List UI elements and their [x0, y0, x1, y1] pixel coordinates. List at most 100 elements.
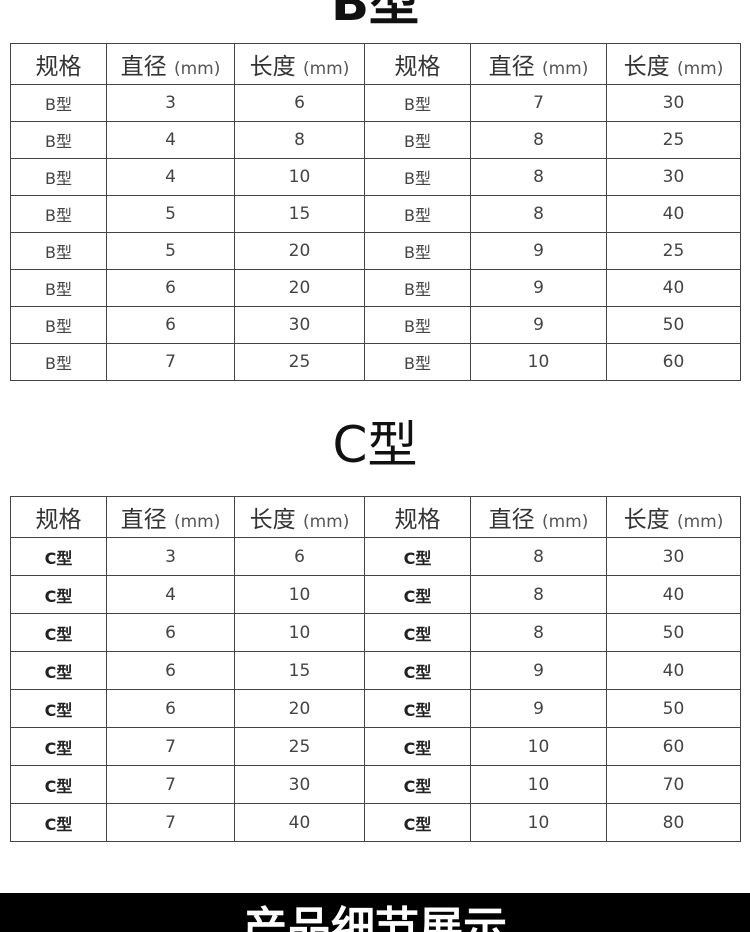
length-cell: 15: [234, 651, 365, 690]
table-row: C型 6 20 C型 9 50: [10, 689, 741, 728]
diameter-cell: 6: [106, 306, 235, 344]
spec-cell: C型: [10, 651, 107, 690]
length-cell: 50: [606, 613, 741, 652]
length-cell: 40: [606, 269, 741, 307]
spec-cell: B型: [364, 232, 471, 270]
diameter-cell: 8: [470, 195, 607, 233]
diameter-cell: 9: [470, 689, 607, 728]
c-type-title: C型: [332, 416, 418, 474]
diameter-cell: 6: [106, 269, 235, 307]
length-cell: 25: [606, 121, 741, 159]
column-header: 长度 (mm): [606, 43, 741, 85]
diameter-cell: 8: [470, 158, 607, 196]
header-unit: (mm): [676, 59, 724, 79]
diameter-cell: 3: [106, 537, 235, 576]
spec-cell: C型: [10, 689, 107, 728]
diameter-cell: 7: [106, 343, 235, 381]
spec-cell: B型: [364, 158, 471, 196]
length-cell: 40: [234, 803, 365, 842]
length-cell: 20: [234, 689, 365, 728]
length-cell: 10: [234, 575, 365, 614]
header-unit: (mm): [541, 59, 589, 79]
length-cell: 70: [606, 765, 741, 804]
diameter-cell: 7: [470, 84, 607, 122]
column-header: 规格: [10, 496, 107, 538]
column-header: 长度 (mm): [606, 496, 741, 538]
length-cell: 25: [606, 232, 741, 270]
diameter-cell: 4: [106, 575, 235, 614]
diameter-cell: 6: [106, 651, 235, 690]
diameter-cell: 6: [106, 689, 235, 728]
spec-cell: B型: [10, 84, 107, 122]
diameter-cell: 3: [106, 84, 235, 122]
table-row: C型 4 10 C型 8 40: [10, 575, 741, 614]
diameter-cell: 10: [470, 765, 607, 804]
length-cell: 40: [606, 651, 741, 690]
table-row: C型 6 10 C型 8 50: [10, 613, 741, 652]
length-cell: 8: [234, 121, 365, 159]
spec-cell: B型: [364, 269, 471, 307]
length-cell: 40: [606, 195, 741, 233]
length-cell: 10: [234, 613, 365, 652]
length-cell: 30: [606, 84, 741, 122]
length-cell: 60: [606, 727, 741, 766]
header-label: 规格: [394, 54, 441, 80]
spec-cell: C型: [364, 765, 471, 804]
diameter-cell: 9: [470, 232, 607, 270]
header-label: 直径: [120, 54, 167, 80]
c-type-spec-table: 规格 直径 (mm) 长度 (mm) 规格 直径 (mm) 长度 (mm) C型 3 6 C型 8 3…: [10, 496, 741, 842]
diameter-cell: 4: [106, 121, 235, 159]
spec-cell: C型: [364, 803, 471, 842]
column-header: 长度 (mm): [234, 496, 365, 538]
table-row: B型 6 20 B型 9 40: [10, 269, 741, 307]
length-cell: 30: [606, 537, 741, 576]
length-cell: 30: [234, 765, 365, 804]
diameter-cell: 8: [470, 613, 607, 652]
diameter-cell: 5: [106, 195, 235, 233]
spec-cell: B型: [10, 232, 107, 270]
table-row: B型 4 8 B型 8 25: [10, 121, 741, 159]
spec-cell: C型: [10, 727, 107, 766]
length-cell: 80: [606, 803, 741, 842]
diameter-cell: 7: [106, 727, 235, 766]
spec-cell: B型: [10, 158, 107, 196]
column-header: 长度 (mm): [234, 43, 365, 85]
b-type-title: B型: [330, 0, 420, 32]
header-unit: (mm): [173, 512, 221, 532]
length-cell: 6: [234, 84, 365, 122]
table-row: B型 7 25 B型 10 60: [10, 343, 741, 381]
spec-cell: B型: [10, 269, 107, 307]
header-label: 长度: [249, 54, 296, 80]
diameter-cell: 9: [470, 269, 607, 307]
length-cell: 10: [234, 158, 365, 196]
length-cell: 15: [234, 195, 365, 233]
banner-title: 产品细节展示: [243, 903, 507, 932]
header-label: 规格: [35, 54, 82, 80]
length-cell: 25: [234, 343, 365, 381]
header-row: 规格 直径 (mm) 长度 (mm) 规格 直径 (mm) 长度 (mm): [10, 43, 741, 85]
header-label: 直径: [120, 507, 167, 533]
spec-cell: C型: [364, 651, 471, 690]
length-cell: 30: [606, 158, 741, 196]
diameter-cell: 5: [106, 232, 235, 270]
diameter-cell: 7: [106, 765, 235, 804]
column-header: 直径 (mm): [106, 43, 235, 85]
diameter-cell: 4: [106, 158, 235, 196]
length-cell: 40: [606, 575, 741, 614]
length-cell: 25: [234, 727, 365, 766]
header-unit: (mm): [173, 59, 221, 79]
diameter-cell: 10: [470, 343, 607, 381]
spec-cell: B型: [10, 306, 107, 344]
header-label: 长度: [249, 507, 296, 533]
spec-cell: C型: [364, 613, 471, 652]
header-unit: (mm): [676, 512, 724, 532]
length-cell: 50: [606, 306, 741, 344]
spec-cell: C型: [364, 689, 471, 728]
spec-cell: C型: [10, 613, 107, 652]
spec-cell: C型: [364, 537, 471, 576]
spec-cell: B型: [10, 121, 107, 159]
header-label: 规格: [35, 507, 82, 533]
table-row: C型 6 15 C型 9 40: [10, 651, 741, 690]
diameter-cell: 10: [470, 803, 607, 842]
spec-cell: C型: [364, 575, 471, 614]
